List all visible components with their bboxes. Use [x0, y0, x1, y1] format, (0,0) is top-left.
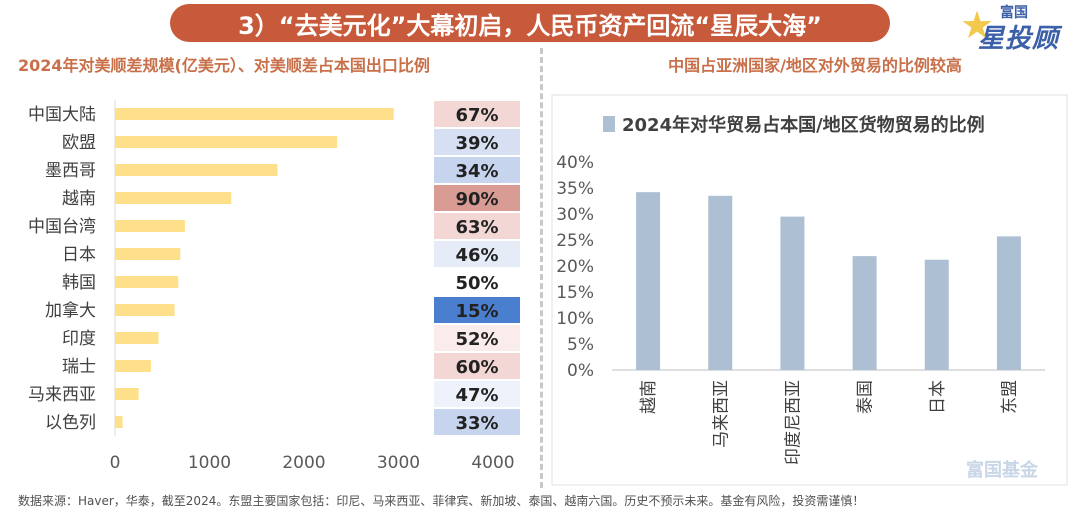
- right-chart-title: 中国占亚洲国家/地区对外贸易的比例较高: [668, 56, 962, 75]
- category-label: 印度尼西亚: [783, 380, 803, 465]
- footnote: 数据来源：Haver，华泰，截至2024。东盟主要国家包括：印尼、马来西亚、菲律…: [18, 494, 865, 508]
- category-label: 日本: [928, 380, 948, 414]
- share-label: 15%: [455, 301, 498, 322]
- bar: [115, 136, 338, 148]
- bar: [115, 108, 394, 120]
- bar: [115, 220, 185, 232]
- panel-divider: [540, 48, 543, 488]
- star-icon: ★: [960, 3, 995, 47]
- category-label: 瑞士: [62, 357, 96, 377]
- share-cell: [434, 101, 520, 127]
- category-label: 韩国: [62, 273, 96, 293]
- share-cell: [434, 297, 520, 323]
- y-tick-label: 25%: [556, 231, 594, 251]
- y-tick-label: 0%: [567, 361, 594, 381]
- bar: [115, 164, 278, 176]
- share-cell: [434, 129, 520, 155]
- brand-logo: ★ 富国 星投顾: [960, 2, 1072, 54]
- category-label: 印度: [62, 329, 96, 349]
- share-label: 63%: [455, 217, 498, 238]
- bar: [115, 388, 139, 400]
- bar: [780, 216, 805, 370]
- category-label: 泰国: [856, 380, 876, 414]
- page-title: 3）“去美元化”大幕初启，人民币资产回流“星辰大海”: [238, 11, 822, 40]
- share-label: 34%: [455, 161, 498, 182]
- share-label: 67%: [455, 105, 498, 126]
- logo-main-text: 星投顾: [978, 24, 1060, 54]
- share-cell: [434, 157, 520, 183]
- bar: [115, 332, 159, 344]
- category-label: 马来西亚: [711, 380, 731, 448]
- bar: [115, 304, 175, 316]
- category-label: 东盟: [1000, 380, 1020, 414]
- plot-frame: [551, 94, 1068, 486]
- category-label: 中国台湾: [28, 217, 96, 237]
- share-cell: [434, 269, 520, 295]
- category-label: 以色列: [45, 413, 96, 433]
- watermark: 富国基金: [966, 460, 1038, 481]
- category-label: 加拿大: [45, 300, 96, 321]
- x-tick-label: 4000: [471, 453, 514, 473]
- category-label: 越南: [639, 380, 659, 414]
- share-label: 50%: [455, 273, 498, 294]
- bar: [115, 248, 181, 260]
- y-tick-label: 30%: [556, 205, 594, 225]
- category-label: 墨西哥: [45, 161, 96, 181]
- share-cell: [434, 353, 520, 379]
- share-label: 52%: [455, 329, 498, 350]
- left-chart-title: 2024年对美顺差规模(亿美元）、对美顺差占本国出口比例: [18, 56, 430, 75]
- share-cell: [434, 381, 520, 407]
- category-label: 越南: [62, 189, 96, 209]
- share-label: 39%: [455, 133, 498, 154]
- share-label: 60%: [455, 357, 498, 378]
- x-tick-label: 3000: [377, 453, 420, 473]
- category-label: 中国大陆: [28, 105, 96, 125]
- share-label: 33%: [455, 413, 498, 434]
- y-tick-label: 20%: [556, 257, 594, 277]
- bar: [924, 259, 949, 370]
- surplus-bar-chart: 中国大陆 67% 欧盟 39% 墨西哥 34% 越南 90% 中国台湾 63% 日本 46% 韩国 50%…: [28, 100, 520, 473]
- bar: [115, 192, 232, 204]
- bar: [852, 256, 877, 370]
- bar: [636, 192, 661, 370]
- y-tick-label: 10%: [556, 309, 594, 329]
- share-label: 47%: [455, 385, 498, 406]
- share-cell: [434, 213, 520, 239]
- legend-swatch: [603, 116, 615, 132]
- share-cell: [434, 241, 520, 267]
- bar: [996, 236, 1021, 370]
- trade-share-bar-chart: 2024年对华贸易占本国/地区货物贸易的比例 0% 5% 10% 15% 20% 25% 30…: [551, 94, 1068, 486]
- category-label: 马来西亚: [28, 385, 96, 405]
- x-tick-label: 1000: [188, 453, 231, 473]
- share-label: 46%: [455, 245, 498, 266]
- logo-top-text: 富国: [1000, 5, 1028, 21]
- category-label: 欧盟: [62, 133, 96, 153]
- y-tick-label: 5%: [567, 335, 594, 355]
- share-cell: [434, 409, 520, 435]
- bar: [115, 360, 151, 372]
- category-label: 日本: [62, 245, 96, 265]
- x-tick-label: 2000: [282, 453, 325, 473]
- x-tick-label: 0: [110, 453, 121, 473]
- page-title-banner: 3）“去美元化”大幕初启，人民币资产回流“星辰大海”: [170, 4, 890, 42]
- y-tick-label: 15%: [556, 283, 594, 303]
- bar: [115, 416, 123, 428]
- bar: [708, 195, 733, 370]
- y-tick-label: 35%: [556, 179, 594, 199]
- share-cell: [434, 325, 520, 351]
- legend-label: 2024年对华贸易占本国/地区货物贸易的比例: [622, 114, 985, 136]
- bar: [115, 276, 179, 288]
- share-label: 90%: [455, 189, 498, 210]
- share-cell: [434, 185, 520, 211]
- y-tick-label: 40%: [556, 153, 594, 173]
